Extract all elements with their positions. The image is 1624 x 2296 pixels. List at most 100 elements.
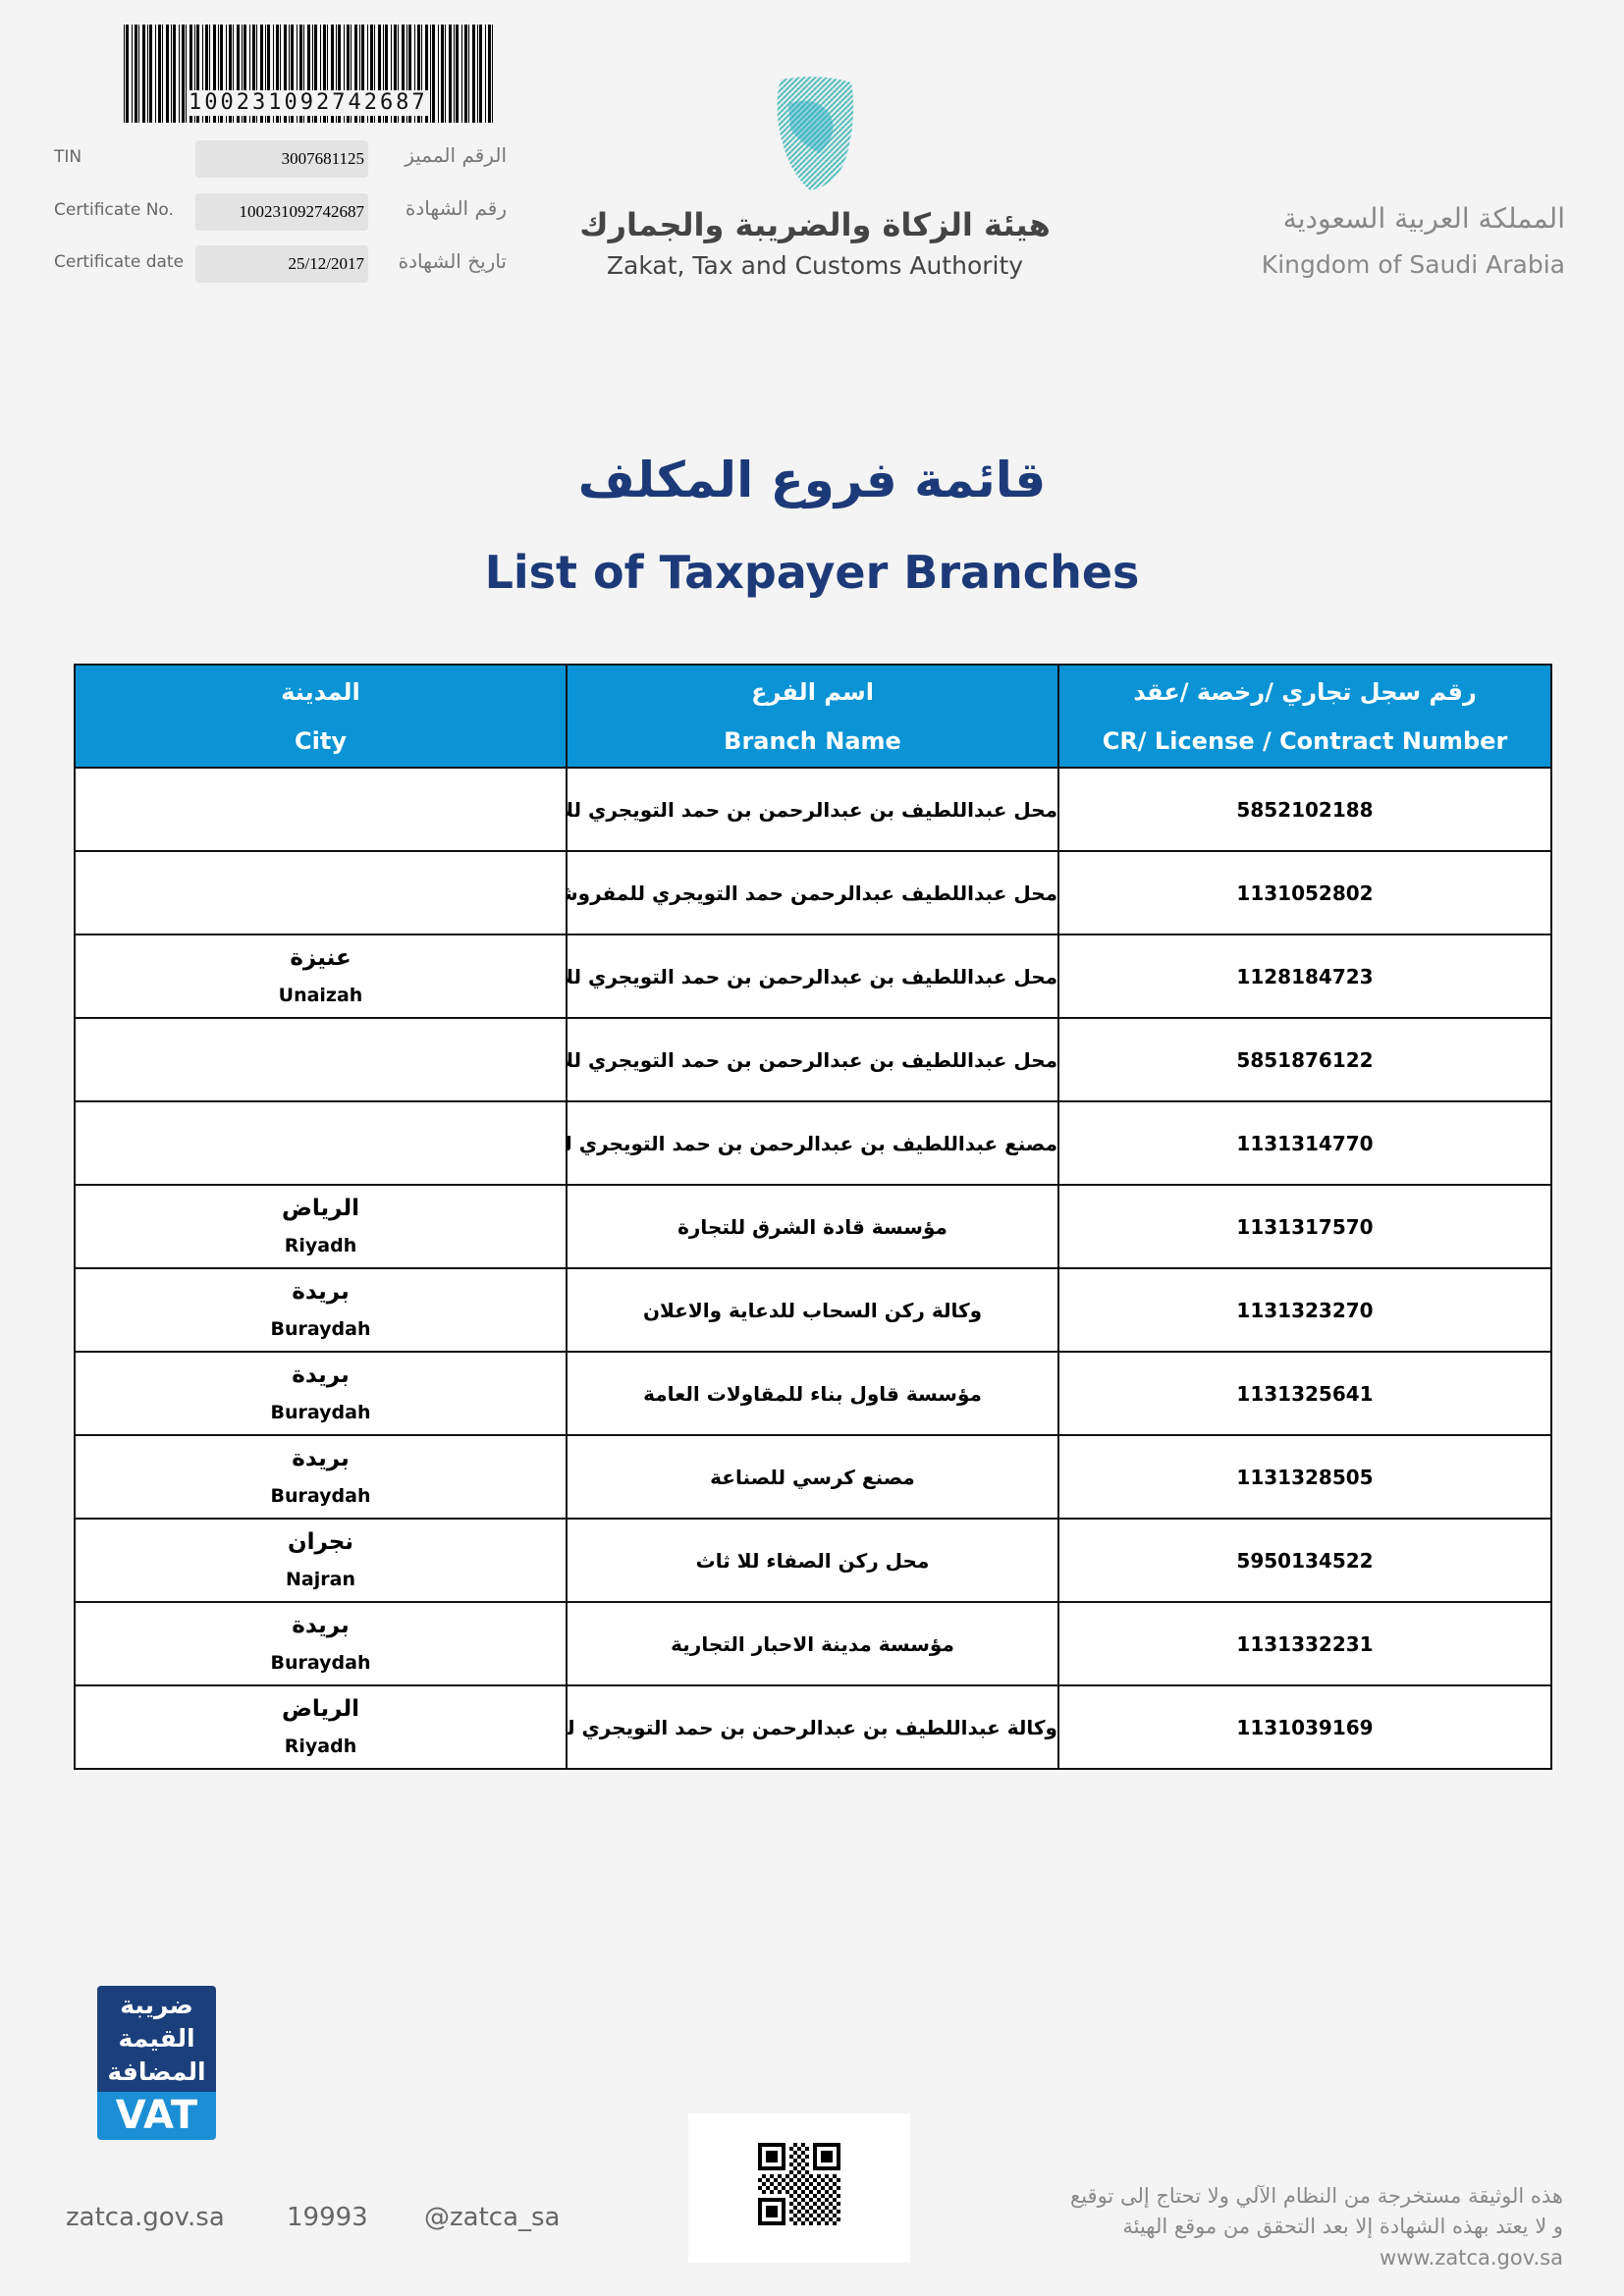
city-ar: نجران (287, 1528, 354, 1555)
branch-name-cell: مصنع عبداللطيف بن عبدالرحمن بن حمد التوي… (566, 1100, 1059, 1186)
cr-number-cell: 1131328505 (1057, 1434, 1552, 1520)
disclaimer-line-2: و لا يعتد بهذه الشهادة إلا بعد التحقق من… (1122, 2215, 1563, 2238)
branch-name-cell: مؤسسة قاول بناء للمقاولات العامة (566, 1351, 1059, 1436)
branch-name: محل عبداللطيف بن عبدالرحمن بن حمد التويج… (567, 797, 1057, 822)
page-title-en: List of Taxpayer Branches (484, 546, 1140, 599)
table-row: نجران Najran محل ركن الصفاء للا ثاث 59501… (74, 1518, 1552, 1603)
branch-name-cell: وكالة عبداللطيف بن عبدالرحمن بن حمد التو… (566, 1684, 1059, 1770)
table-row: الرياض Riyadh مؤسسة قادة الشرق للتجارة 11… (74, 1184, 1552, 1269)
table-row: الرياض Riyadh وكالة عبداللطيف بن عبدالرحم… (74, 1684, 1552, 1770)
branch-header-en: Branch Name (724, 726, 901, 755)
branch-name: وكالة عبداللطيف بن عبدالرحمن بن حمد التو… (567, 1715, 1057, 1739)
branch-name: مصنع كرسي للصناعة (710, 1465, 915, 1489)
certificate-date-label-ar: تاريخ الشهادة (398, 249, 507, 273)
city-header-ar: المدينة (281, 677, 360, 706)
cr-number-cell: 1131317570 (1057, 1184, 1552, 1269)
certificate-no-label-ar: رقم الشهادة (405, 196, 507, 220)
city-cell: بريدة Buraydah (74, 1601, 568, 1686)
branch-name-cell: مصنع كرسي للصناعة (566, 1434, 1059, 1520)
barcode (124, 25, 493, 123)
tin-value: 3007681125 (195, 140, 368, 178)
city-ar: بريدة (292, 1362, 350, 1388)
cr-number-cell: 1131039169 (1057, 1684, 1552, 1770)
city-cell (74, 1100, 568, 1186)
tin-label: TIN (54, 147, 82, 167)
footer-website[interactable]: zatca.gov.sa (66, 2203, 225, 2232)
branch-name-cell: محل ركن الصفاء للا ثاث (566, 1518, 1059, 1603)
branch-name: مؤسسة قاول بناء للمقاولات العامة (643, 1381, 982, 1406)
cr-number-cell: 1131325641 (1057, 1351, 1552, 1436)
branch-name-cell: محل عبداللطيف بن عبدالرحمن بن حمد التويج… (566, 934, 1059, 1019)
table-row: بريدة Buraydah وكالة ركن السحاب للدعاية و… (74, 1267, 1552, 1353)
city-cell: نجران Najran (74, 1518, 568, 1603)
branches-table: المدينة City اسم الفرع Branch Name رقم سجل… (74, 664, 1552, 1770)
city-ar: بريدة (292, 1445, 350, 1471)
vat-logo: ضريبة القيمة المضافة VAT (97, 1986, 216, 2140)
cr-number-cell: 1128184723 (1057, 934, 1552, 1019)
table-row: بريدة Buraydah مصنع كرسي للصناعة 11313285… (74, 1434, 1552, 1520)
city-ar: بريدة (292, 1612, 350, 1638)
branch-name: مؤسسة قادة الشرق للتجارة (677, 1214, 947, 1239)
certificate-no-label: Certificate No. (54, 200, 174, 220)
kingdom-name-ar: المملكة العربية السعودية (1282, 202, 1565, 235)
authority-name-ar: هيئة الزكاة والضريبة والجمارك (579, 206, 1051, 243)
footer-social-handle[interactable]: @zatca_sa (424, 2203, 561, 2232)
branch-name-cell: مؤسسة قادة الشرق للتجارة (566, 1184, 1059, 1269)
qr-code-icon (758, 2143, 840, 2225)
cr-number-cell: 1131323270 (1057, 1267, 1552, 1353)
city-ar: الرياض (281, 1695, 360, 1722)
vat-logo-line: ضريبة (120, 1991, 193, 2019)
branch-name: محل عبداللطيف بن عبدالرحمن بن حمد التويج… (567, 964, 1057, 988)
branch-name-header: اسم الفرع Branch Name (566, 664, 1059, 769)
certificate-no-value: 100231092742687 (195, 193, 368, 231)
authority-name-en: Zakat, Tax and Customs Authority (606, 251, 1024, 280)
cr-number-header: رقم سجل تجاري /رخصة /عقد CR/ License / Co… (1057, 664, 1552, 769)
branch-name-cell: محل عبداللطيف بن عبدالرحمن بن حمد التويج… (566, 1017, 1059, 1102)
branch-header-ar: اسم الفرع (751, 677, 874, 706)
cr-number-cell: 5950134522 (1057, 1518, 1552, 1603)
zatca-logo-icon (777, 77, 854, 190)
city-en: Najran (286, 1568, 355, 1590)
cr-number-cell: 5852102188 (1057, 767, 1552, 852)
city-header-en: City (295, 726, 347, 755)
city-ar: بريدة (292, 1278, 350, 1305)
certificate-date-label: Certificate date (54, 252, 185, 272)
cr-number-cell: 5851876122 (1057, 1017, 1552, 1102)
disclaimer-line-1: هذه الوثيقة مستخرجة من النظام الآلي ولا … (1070, 2184, 1563, 2208)
city-ar: الرياض (281, 1195, 360, 1221)
city-en: Buraydah (270, 1484, 371, 1507)
certificate-date-value: 25/12/2017 (195, 245, 368, 283)
disclaimer-website[interactable]: www.zatca.gov.sa (1380, 2246, 1563, 2269)
city-cell: بريدة Buraydah (74, 1267, 568, 1353)
city-en: Buraydah (270, 1401, 371, 1423)
footer-phone: 19993 (287, 2203, 368, 2232)
branch-name-cell: مؤسسة مدينة الاحبار التجارية (566, 1601, 1059, 1686)
branch-name: محل عبداللطيف بن عبدالرحمن بن حمد التويج… (567, 1047, 1057, 1072)
branch-name: مؤسسة مدينة الاحبار التجارية (671, 1631, 954, 1656)
city-header: المدينة City (74, 664, 568, 769)
city-cell (74, 767, 568, 852)
table-row: بريدة Buraydah مؤسسة قاول بناء للمقاولات … (74, 1351, 1552, 1436)
cr-number-cell: 1131314770 (1057, 1100, 1552, 1186)
city-en: Buraydah (270, 1317, 371, 1340)
table-row: بريدة Buraydah مؤسسة مدينة الاحبار التجار… (74, 1601, 1552, 1686)
city-cell: الرياض Riyadh (74, 1684, 568, 1770)
table-row: محل عبداللطيف عبدالرحمن حمد التويجري للم… (74, 850, 1552, 935)
city-cell (74, 1017, 568, 1102)
barcode-number: 100231092742687 (187, 90, 430, 116)
city-cell: الرياض Riyadh (74, 1184, 568, 1269)
city-cell: بريدة Buraydah (74, 1351, 568, 1436)
cr-header-ar: رقم سجل تجاري /رخصة /عقد (1133, 677, 1477, 706)
city-en: Unaizah (278, 984, 363, 1006)
branch-name-cell: محل عبداللطيف بن عبدالرحمن بن حمد التويج… (566, 767, 1059, 852)
qr-code (688, 2113, 910, 2263)
vat-logo-line: القيمة (118, 2024, 195, 2053)
page-title-ar: قائمة فروع المكلف (577, 452, 1047, 508)
vat-logo-text: VAT (97, 2092, 216, 2140)
branch-name: مصنع عبداللطيف بن عبدالرحمن بن حمد التوي… (567, 1131, 1057, 1155)
branch-name: محل ركن الصفاء للا ثاث (695, 1548, 930, 1573)
cr-header-en: CR/ License / Contract Number (1102, 726, 1508, 755)
cr-number-cell: 1131332231 (1057, 1601, 1552, 1686)
vat-logo-line: المضافة (107, 2057, 206, 2086)
table-row: محل عبداللطيف بن عبدالرحمن بن حمد التويج… (74, 767, 1552, 852)
